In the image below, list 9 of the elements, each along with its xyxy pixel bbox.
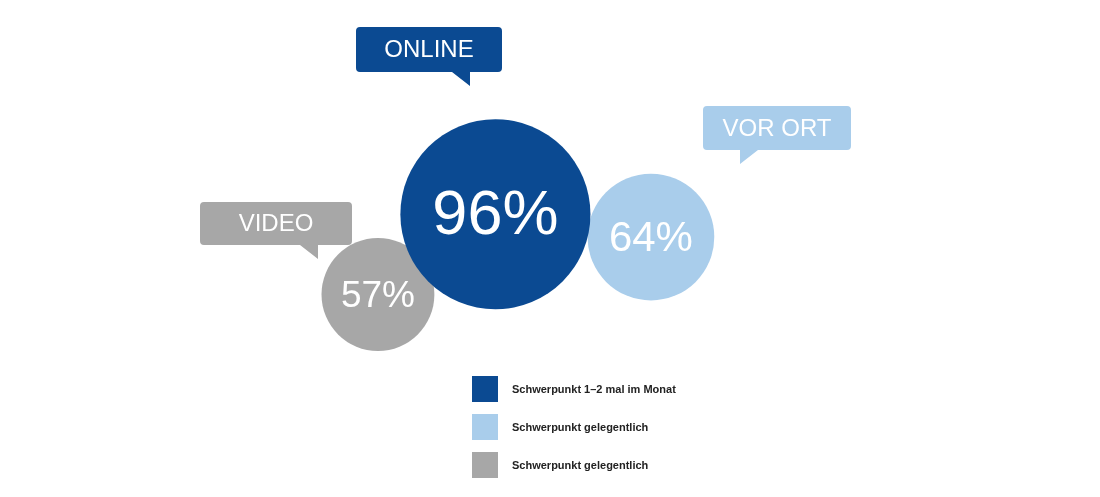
data-label: 64% <box>608 212 693 260</box>
data-label: 96% <box>432 176 559 247</box>
category-label: ONLINE <box>384 35 474 63</box>
legend-label: Schwerpunkt 1–2 mal im Monat <box>512 383 676 395</box>
category-label: VIDEO <box>238 209 314 237</box>
legend-label: Schwerpunkt gelegentlich <box>512 421 649 433</box>
data-label: 57% <box>340 273 415 315</box>
category-label: VOR ORT <box>722 113 832 141</box>
legend-label: Schwerpunkt gelegentlich <box>512 459 649 471</box>
